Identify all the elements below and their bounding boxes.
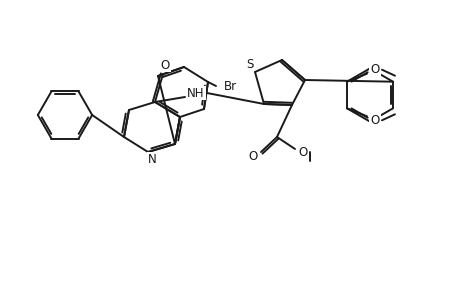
Text: O: O	[369, 114, 379, 127]
Text: Br: Br	[223, 80, 236, 92]
Text: O: O	[298, 146, 307, 158]
Text: N: N	[147, 152, 156, 166]
Text: O: O	[160, 58, 169, 71]
Text: NH: NH	[187, 86, 204, 100]
Text: O: O	[369, 63, 379, 76]
Text: S: S	[246, 58, 253, 70]
Text: O: O	[248, 149, 257, 163]
